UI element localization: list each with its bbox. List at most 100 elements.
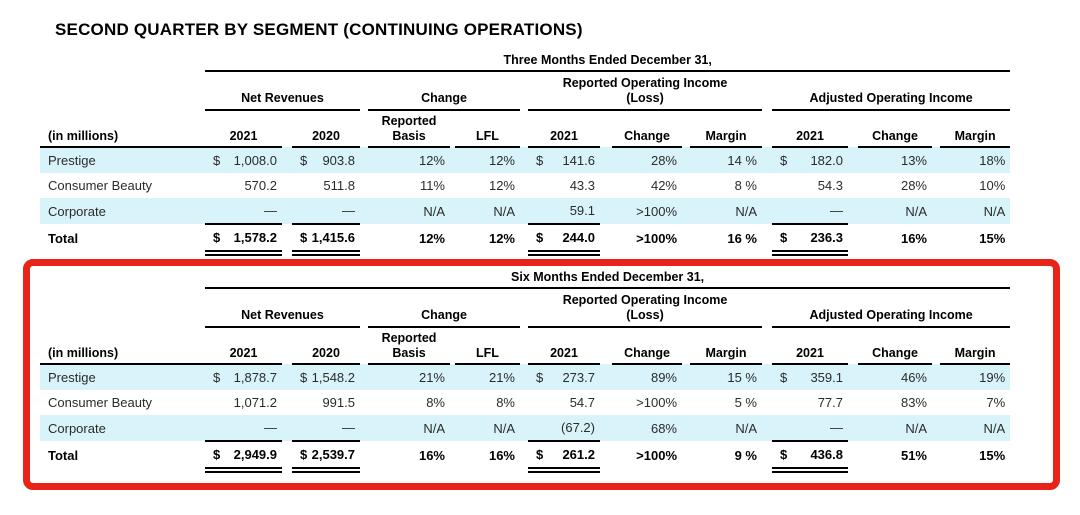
group-header-change: Change bbox=[368, 71, 520, 111]
row-label: Corporate bbox=[40, 198, 205, 224]
cell-value: 8% bbox=[426, 395, 445, 410]
column-gap bbox=[360, 364, 368, 390]
value-cell: $141.6 bbox=[528, 147, 600, 173]
column-gap bbox=[762, 415, 772, 441]
value-cell: 43.3 bbox=[528, 173, 600, 198]
value-cell: — bbox=[292, 198, 360, 224]
column-header-roi-change: Change bbox=[612, 110, 682, 148]
value-cell: 21% bbox=[455, 364, 520, 390]
column-gap bbox=[450, 198, 455, 224]
column-gap bbox=[282, 441, 292, 470]
cell-value: N/A bbox=[423, 203, 445, 219]
group-header-row: Net Revenues Change Reported Operating I… bbox=[40, 71, 1011, 111]
value-cell: $1,415.6 bbox=[292, 223, 360, 256]
cell-value: 15% bbox=[979, 448, 1006, 463]
column-header-aoi-2021: 2021 bbox=[772, 327, 848, 365]
column-gap bbox=[520, 173, 528, 198]
cell-value: — bbox=[830, 420, 843, 435]
cell-value: 273.7 bbox=[562, 370, 595, 385]
cell-value: 12% bbox=[488, 178, 515, 193]
column-header-nr-2020: 2020 bbox=[292, 110, 360, 148]
cell-value: N/A bbox=[493, 420, 515, 436]
column-header-nr-2020: 2020 bbox=[292, 327, 360, 365]
value-cell: N/A bbox=[455, 198, 520, 224]
column-gap bbox=[848, 224, 858, 253]
value-cell: 8% bbox=[368, 390, 450, 415]
value-cell: 16% bbox=[368, 441, 450, 470]
column-gap bbox=[360, 71, 368, 110]
column-gap bbox=[450, 147, 455, 173]
segment-table-three-months: Three Months Ended December 31, Net Reve… bbox=[40, 52, 1011, 256]
cell-value: 570.2 bbox=[244, 178, 277, 193]
value-cell: 46% bbox=[858, 364, 932, 390]
table-row-total: Total $2,949.9 $2,539.7 16% 16% $261.2 >100% 9 … bbox=[40, 440, 1010, 473]
cell-value: 2,539.7 bbox=[311, 447, 355, 462]
cell-value: — bbox=[264, 420, 277, 435]
cell-value: 21% bbox=[488, 370, 515, 385]
dollar-sign: $ bbox=[780, 230, 788, 245]
cell-value: 16% bbox=[488, 448, 515, 463]
column-header-lfl: LFL bbox=[455, 327, 520, 365]
column-gap bbox=[600, 147, 612, 173]
column-gap bbox=[360, 441, 368, 470]
column-gap bbox=[520, 327, 528, 364]
cell-value: 8 % bbox=[734, 178, 757, 193]
row-label: Prestige bbox=[40, 147, 205, 173]
cell-value: 13% bbox=[900, 153, 927, 168]
column-gap bbox=[682, 390, 690, 415]
column-gap bbox=[848, 364, 858, 390]
value-cell: N/A bbox=[858, 415, 932, 441]
column-header-aoi-change: Change bbox=[858, 327, 932, 365]
column-gap bbox=[932, 441, 940, 470]
column-gap bbox=[600, 224, 612, 253]
column-gap bbox=[932, 364, 940, 390]
cell-value: 10% bbox=[979, 178, 1006, 193]
column-gap bbox=[848, 173, 858, 198]
column-header-roi-2021: 2021 bbox=[528, 327, 600, 365]
column-gap bbox=[762, 147, 772, 173]
column-gap bbox=[762, 390, 772, 415]
dollar-sign: $ bbox=[536, 153, 544, 168]
column-gap bbox=[360, 390, 368, 415]
value-cell: N/A bbox=[690, 415, 762, 441]
column-gap bbox=[932, 147, 940, 173]
column-gap bbox=[520, 364, 528, 390]
group-header-adjusted-operating-income: Adjusted Operating Income bbox=[772, 71, 1011, 111]
column-gap bbox=[282, 364, 292, 390]
value-cell: 511.8 bbox=[292, 173, 360, 198]
column-gap bbox=[848, 327, 858, 364]
column-header-aoi-change: Change bbox=[858, 110, 932, 148]
group-header-change: Change bbox=[368, 288, 520, 328]
group-header-adjusted-operating-income: Adjusted Operating Income bbox=[772, 288, 1011, 328]
value-cell: $182.0 bbox=[772, 147, 848, 173]
period-header: Six Months Ended December 31, bbox=[205, 269, 1011, 289]
value-cell: — bbox=[292, 415, 360, 441]
value-cell: 77.7 bbox=[772, 390, 848, 415]
column-gap bbox=[360, 147, 368, 173]
value-cell: 28% bbox=[858, 173, 932, 198]
dollar-sign: $ bbox=[300, 230, 308, 245]
cell-value: 436.8 bbox=[810, 447, 843, 462]
dollar-sign: $ bbox=[300, 370, 308, 385]
column-gap bbox=[520, 147, 528, 173]
column-gap bbox=[520, 288, 528, 327]
column-gap bbox=[450, 415, 455, 441]
value-cell: 28% bbox=[612, 147, 682, 173]
cell-value: N/A bbox=[905, 203, 927, 219]
cell-value: 1,878.7 bbox=[233, 370, 277, 385]
cell-value: >100% bbox=[636, 203, 677, 219]
column-header-aoi-margin: Margin bbox=[940, 327, 1011, 365]
cell-value: 359.1 bbox=[810, 370, 843, 385]
column-gap bbox=[932, 110, 940, 147]
cell-value: 511.8 bbox=[323, 178, 355, 193]
value-cell: 15 % bbox=[690, 364, 762, 390]
value-cell: 59.1 bbox=[528, 198, 600, 224]
value-cell: 991.5 bbox=[292, 390, 360, 415]
cell-value: 28% bbox=[650, 153, 677, 168]
column-gap bbox=[600, 110, 612, 147]
column-gap bbox=[682, 441, 690, 470]
cell-value: 51% bbox=[900, 448, 927, 463]
cell-value: 42% bbox=[650, 178, 677, 193]
column-gap bbox=[762, 327, 772, 364]
column-gap bbox=[762, 288, 772, 327]
